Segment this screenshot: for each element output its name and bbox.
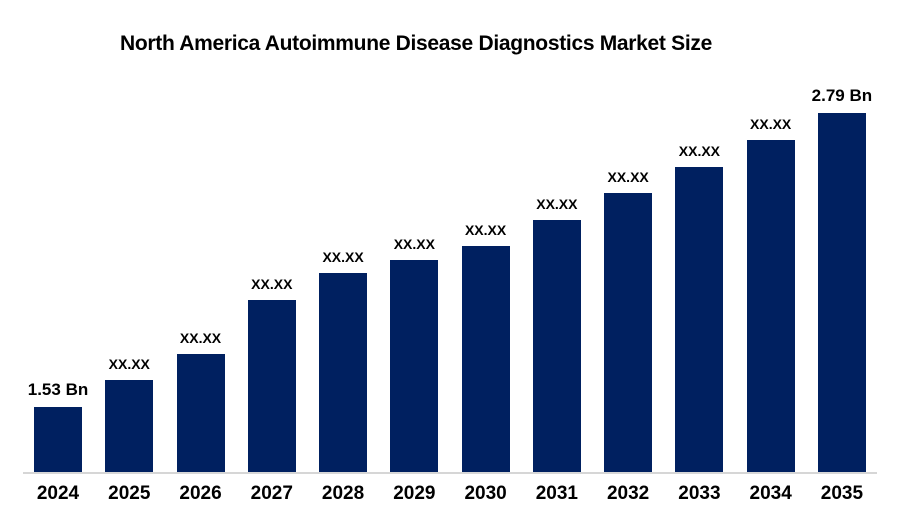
bar-column-2028: XX.XX [319,0,368,472]
bar-2032 [604,193,653,472]
bar-2025 [105,380,154,472]
bar-column-2033: XX.XX [675,0,724,472]
x-tick-label-2024: 2024 [36,483,80,504]
bar-value-label: 2.79 Bn [811,86,873,105]
plot-area: 1.53 Bn XX.XX XX.XX XX.XX XX.XX XX.XX XX.XX XX.… [28,0,872,472]
bar-2026 [176,354,225,472]
x-tick-label-2032: 2032 [606,483,650,504]
bar-value-label: XX.XX [108,356,150,372]
x-tick-label-2031: 2031 [535,483,578,504]
bar-2030 [461,246,510,472]
bar-2035 [817,113,866,472]
x-axis-line [23,472,877,474]
bar-2033 [675,167,724,472]
bar-column-2026: XX.XX [176,0,225,472]
bar-2034 [746,140,795,472]
chart-title: North America Autoimmune Disease Diagnos… [120,32,712,55]
bar-value-label: 1.53 Bn [27,380,89,399]
bar-value-label: XX.XX [536,196,578,212]
bar-2028 [319,273,368,472]
bar-2029 [390,260,439,472]
x-tick-label-2034: 2034 [749,483,792,504]
x-tick-label-2035: 2035 [820,483,864,504]
bar-value-label: XX.XX [322,249,364,265]
bar-column-2025: XX.XX [105,0,154,472]
x-tick-label-2027: 2027 [250,483,293,504]
bar-value-label: XX.XX [607,169,649,185]
bar-column-2030: XX.XX [461,0,510,472]
bar-column-2032: XX.XX [604,0,653,472]
x-tick-label-2026: 2026 [179,483,222,504]
bar-column-2027: XX.XX [247,0,296,472]
bar-2027 [247,300,296,472]
bar-value-label: XX.XX [678,143,721,159]
bar-value-label: XX.XX [393,236,435,252]
bar-column-2034: XX.XX [746,0,795,472]
bar-value-label: XX.XX [251,276,293,292]
bar-2024 [34,407,82,472]
x-tick-label-2025: 2025 [108,483,151,504]
x-tick-label-2029: 2029 [393,483,436,504]
bar-column-2024: 1.53 Bn [28,0,88,472]
bar-2031 [532,220,581,472]
x-axis-labels: 2024 2025 2026 2027 2028 2029 2030 2031 2032 2033… [34,484,866,504]
bar-column-2035: 2.79 Bn [812,0,872,472]
x-tick-label-2033: 2033 [678,483,721,504]
x-tick-label-2028: 2028 [321,483,365,504]
bar-value-label: XX.XX [179,330,222,346]
bar-value-label: XX.XX [750,116,792,132]
bar-column-2031: XX.XX [532,0,581,472]
x-tick-label-2030: 2030 [464,483,507,504]
bar-column-2029: XX.XX [390,0,439,472]
bar-value-label: XX.XX [464,222,507,238]
